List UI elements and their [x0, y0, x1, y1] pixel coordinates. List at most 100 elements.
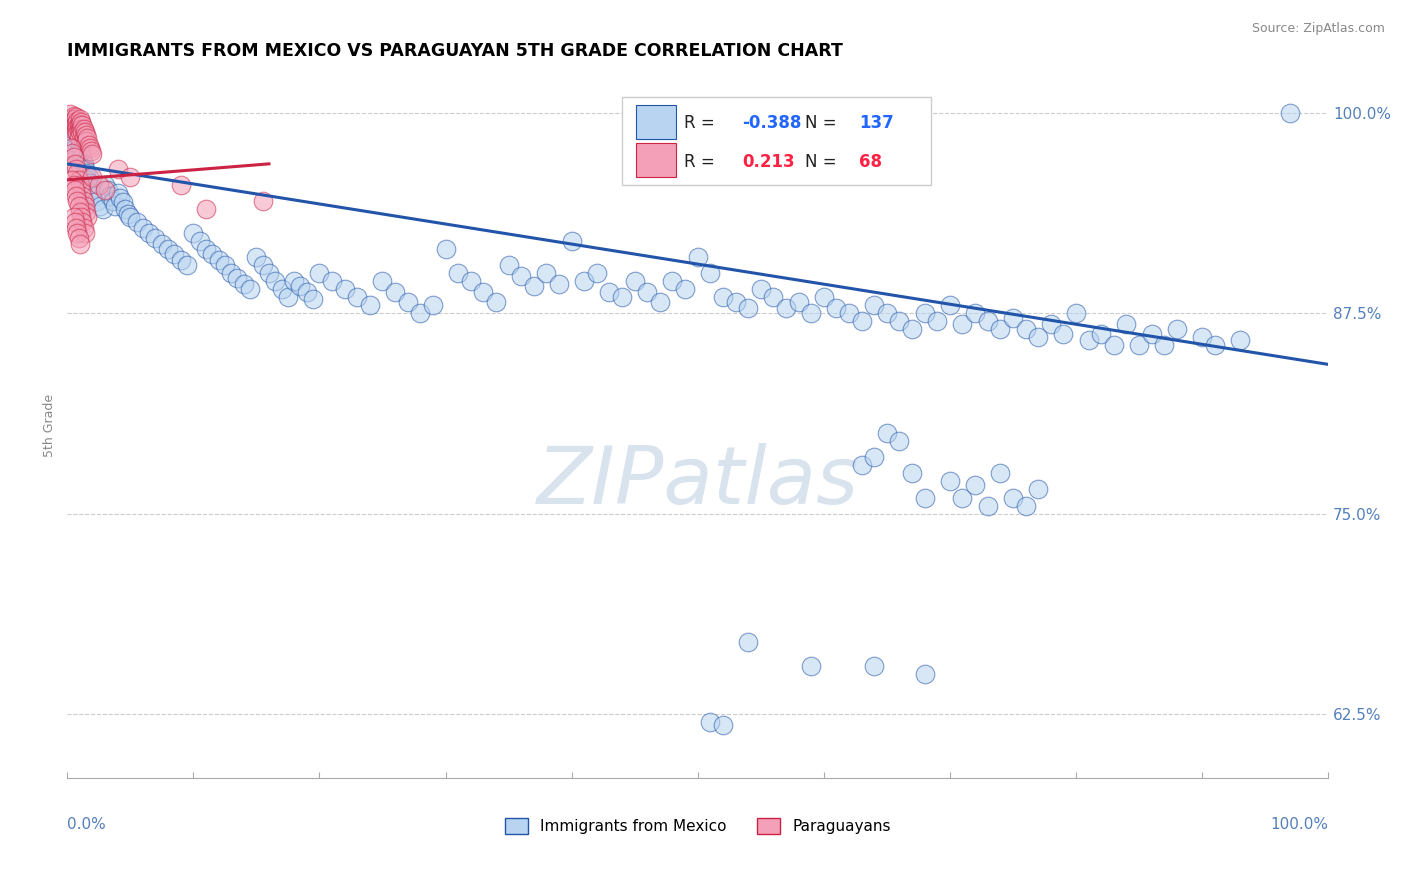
- Point: [60, 119, 83, 133]
- Point: [72, 214, 94, 228]
- Point: [371, 274, 394, 288]
- Point: [302, 292, 325, 306]
- Point: [62, 178, 84, 192]
- Point: [965, 306, 987, 320]
- Text: N =: N =: [804, 114, 842, 132]
- Point: [598, 285, 620, 300]
- FancyBboxPatch shape: [636, 104, 676, 138]
- Point: [226, 270, 249, 285]
- Text: 0.0%: 0.0%: [67, 817, 105, 832]
- Point: [976, 499, 998, 513]
- Point: [69, 205, 91, 219]
- Point: [67, 173, 90, 187]
- Legend: Immigrants from Mexico, Paraguayans: Immigrants from Mexico, Paraguayans: [505, 818, 890, 834]
- Point: [80, 144, 103, 158]
- Text: 0.213: 0.213: [742, 153, 794, 170]
- Point: [94, 178, 117, 192]
- Point: [60, 173, 83, 187]
- Point: [104, 198, 127, 212]
- Text: ZIPatlas: ZIPatlas: [537, 442, 859, 521]
- Text: 137: 137: [859, 114, 894, 132]
- Point: [1014, 499, 1036, 513]
- Point: [548, 277, 571, 292]
- Point: [889, 314, 911, 328]
- Point: [952, 491, 974, 505]
- Point: [72, 194, 94, 208]
- Point: [277, 290, 299, 304]
- Point: [686, 250, 709, 264]
- Point: [70, 121, 93, 136]
- Point: [214, 258, 236, 272]
- Point: [73, 161, 96, 176]
- Point: [863, 450, 886, 465]
- Point: [65, 111, 87, 125]
- Point: [73, 125, 96, 139]
- Point: [77, 169, 100, 184]
- Point: [1229, 334, 1251, 348]
- Point: [472, 285, 495, 300]
- Point: [76, 131, 98, 145]
- Point: [75, 128, 97, 142]
- Point: [699, 715, 721, 730]
- Point: [988, 322, 1011, 336]
- Point: [60, 145, 83, 160]
- Point: [79, 141, 101, 155]
- Point: [800, 659, 823, 673]
- Point: [623, 274, 645, 288]
- Point: [70, 210, 93, 224]
- Point: [150, 237, 173, 252]
- Point: [66, 113, 89, 128]
- Point: [901, 467, 924, 481]
- Point: [66, 120, 89, 134]
- Point: [60, 112, 83, 126]
- Point: [384, 285, 406, 300]
- Point: [1026, 483, 1049, 497]
- Point: [76, 210, 98, 224]
- Point: [70, 182, 93, 196]
- Point: [523, 278, 546, 293]
- Point: [396, 294, 419, 309]
- Point: [447, 266, 470, 280]
- Point: [988, 467, 1011, 481]
- Point: [170, 253, 193, 268]
- Point: [711, 718, 734, 732]
- Point: [876, 306, 898, 320]
- Point: [194, 202, 217, 216]
- Point: [65, 221, 87, 235]
- Point: [87, 178, 110, 192]
- Point: [157, 242, 180, 256]
- Point: [89, 198, 111, 212]
- Point: [72, 125, 94, 139]
- Point: [63, 214, 86, 228]
- Point: [257, 266, 280, 280]
- Point: [65, 189, 87, 203]
- Point: [63, 157, 86, 171]
- Point: [60, 115, 83, 129]
- Point: [60, 121, 83, 136]
- Point: [65, 117, 87, 131]
- Point: [72, 221, 94, 235]
- Point: [76, 173, 98, 187]
- Point: [107, 186, 129, 200]
- Point: [125, 214, 148, 228]
- Point: [1115, 318, 1137, 332]
- Point: [72, 129, 94, 144]
- Point: [232, 277, 254, 292]
- Text: IMMIGRANTS FROM MEXICO VS PARAGUAYAN 5TH GRADE CORRELATION CHART: IMMIGRANTS FROM MEXICO VS PARAGUAYAN 5TH…: [67, 42, 844, 60]
- Point: [699, 266, 721, 280]
- Text: -0.388: -0.388: [742, 114, 801, 132]
- Point: [59, 107, 82, 121]
- Point: [321, 274, 343, 288]
- Point: [711, 290, 734, 304]
- Point: [1191, 330, 1213, 344]
- Point: [120, 169, 142, 184]
- Point: [65, 123, 87, 137]
- Point: [939, 298, 962, 312]
- Point: [536, 266, 558, 280]
- Point: [825, 301, 848, 316]
- Point: [851, 458, 873, 473]
- Point: [636, 285, 658, 300]
- Point: [67, 123, 90, 137]
- Point: [97, 182, 120, 196]
- Point: [610, 290, 633, 304]
